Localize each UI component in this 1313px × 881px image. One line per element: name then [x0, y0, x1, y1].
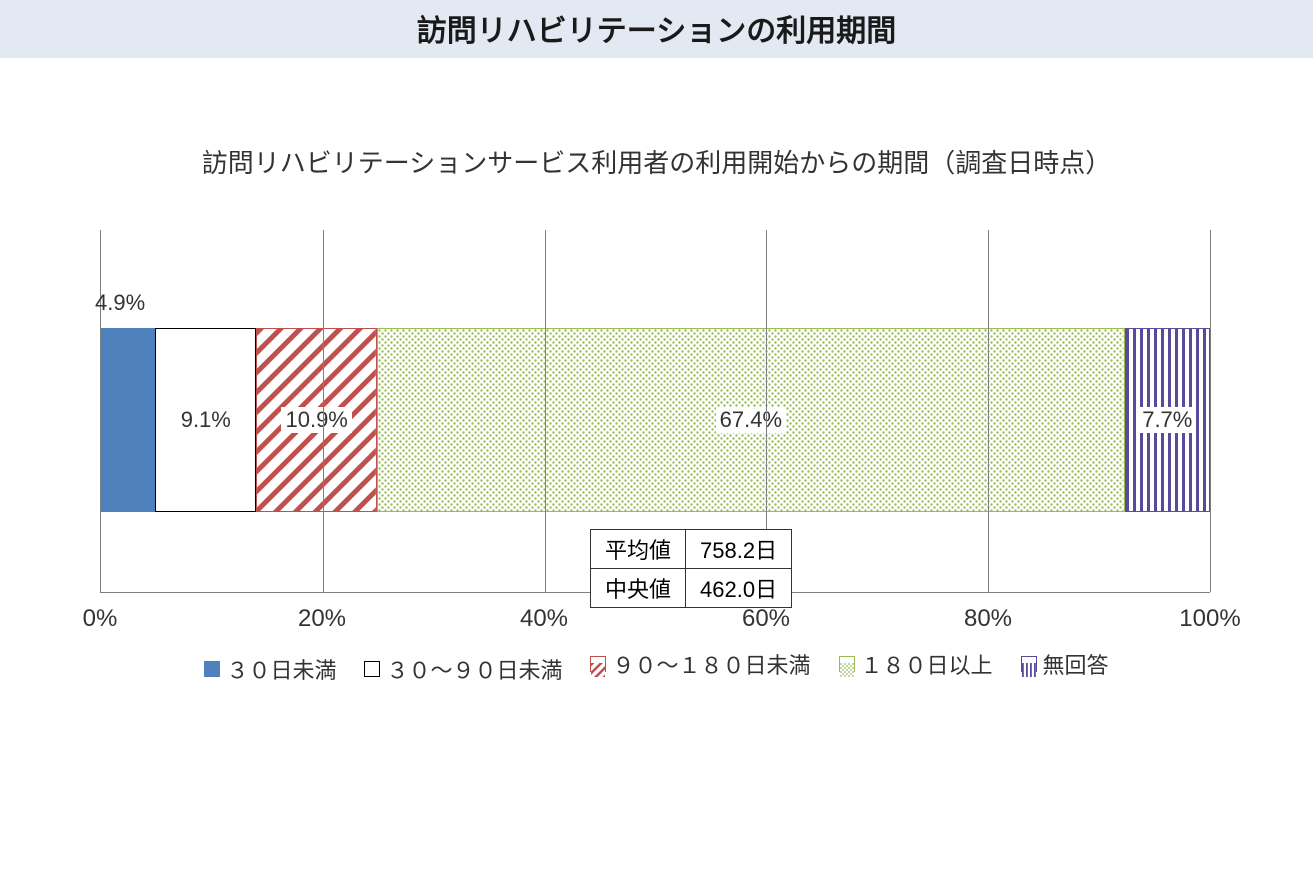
bar-segment-lt30: [101, 328, 155, 512]
bar-segment-30_90: 9.1%: [155, 328, 256, 512]
bar-segment-90_180: 10.9%: [256, 328, 377, 512]
page-title: 訪問リハビリテーションの利用期間: [0, 0, 1313, 58]
segment-value-label: 67.4%: [716, 407, 786, 433]
legend-item-lt30: ３０日未満: [204, 653, 336, 685]
legend-label: ９０～１８０日未満: [612, 648, 810, 680]
gridline: [988, 230, 989, 592]
chart-subtitle: 訪問リハビリテーションサービス利用者の利用開始からの期間（調査日時点）: [0, 143, 1313, 180]
legend-item-na: 無回答: [1021, 648, 1109, 680]
segment-value-label: 9.1%: [177, 407, 235, 433]
stats-table: 平均値758.2日中央値462.0日: [590, 529, 792, 608]
legend-swatch-icon: [1021, 656, 1037, 672]
stats-row: 平均値758.2日: [591, 530, 792, 569]
stacked-bar: 9.1% 10.9% 67.4% 7.7%: [101, 328, 1210, 512]
stats-name: 中央値: [591, 569, 686, 608]
gridline: [1210, 230, 1211, 592]
gridline: [323, 230, 324, 592]
legend-swatch-icon: [590, 656, 606, 672]
bar-segment-ge180: 67.4%: [377, 328, 1124, 512]
gridline: [545, 230, 546, 592]
x-tick-label: 80%: [964, 605, 1012, 633]
legend-item-90_180: ９０～１８０日未満: [590, 648, 810, 680]
x-tick-label: 0%: [83, 605, 118, 633]
x-tick-label: 40%: [520, 605, 568, 633]
stats-value: 462.0日: [686, 569, 792, 608]
legend-label: ３０～９０日未満: [386, 653, 562, 685]
bar-segment-na: 7.7%: [1125, 328, 1210, 512]
legend-swatch-icon: [364, 661, 380, 677]
legend-swatch-icon: [204, 661, 220, 677]
chart-container: 9.1%10.9%67.4%7.7% 0%20%40%60%80%100% 4.…: [100, 230, 1210, 593]
legend-label: 無回答: [1043, 648, 1109, 680]
x-tick-label: 60%: [742, 605, 790, 633]
legend-label: １８０日以上: [861, 648, 993, 680]
stats-name: 平均値: [591, 530, 686, 569]
x-tick-label: 100%: [1179, 605, 1240, 633]
x-tick-label: 20%: [298, 605, 346, 633]
legend-item-30_90: ３０～９０日未満: [364, 653, 562, 685]
legend-item-ge180: １８０日以上: [839, 648, 993, 680]
segment-value-label: 10.9%: [281, 407, 351, 433]
legend-swatch-icon: [839, 656, 855, 672]
stats-row: 中央値462.0日: [591, 569, 792, 608]
legend: ３０日未満 ３０～９０日未満 ９０～１８０日未満 １８０日以上 無回答: [0, 648, 1313, 685]
stats-value: 758.2日: [686, 530, 792, 569]
segment-value-label: 7.7%: [1138, 407, 1196, 433]
segment-value-label: 4.9%: [95, 290, 145, 316]
legend-label: ３０日未満: [226, 653, 336, 685]
